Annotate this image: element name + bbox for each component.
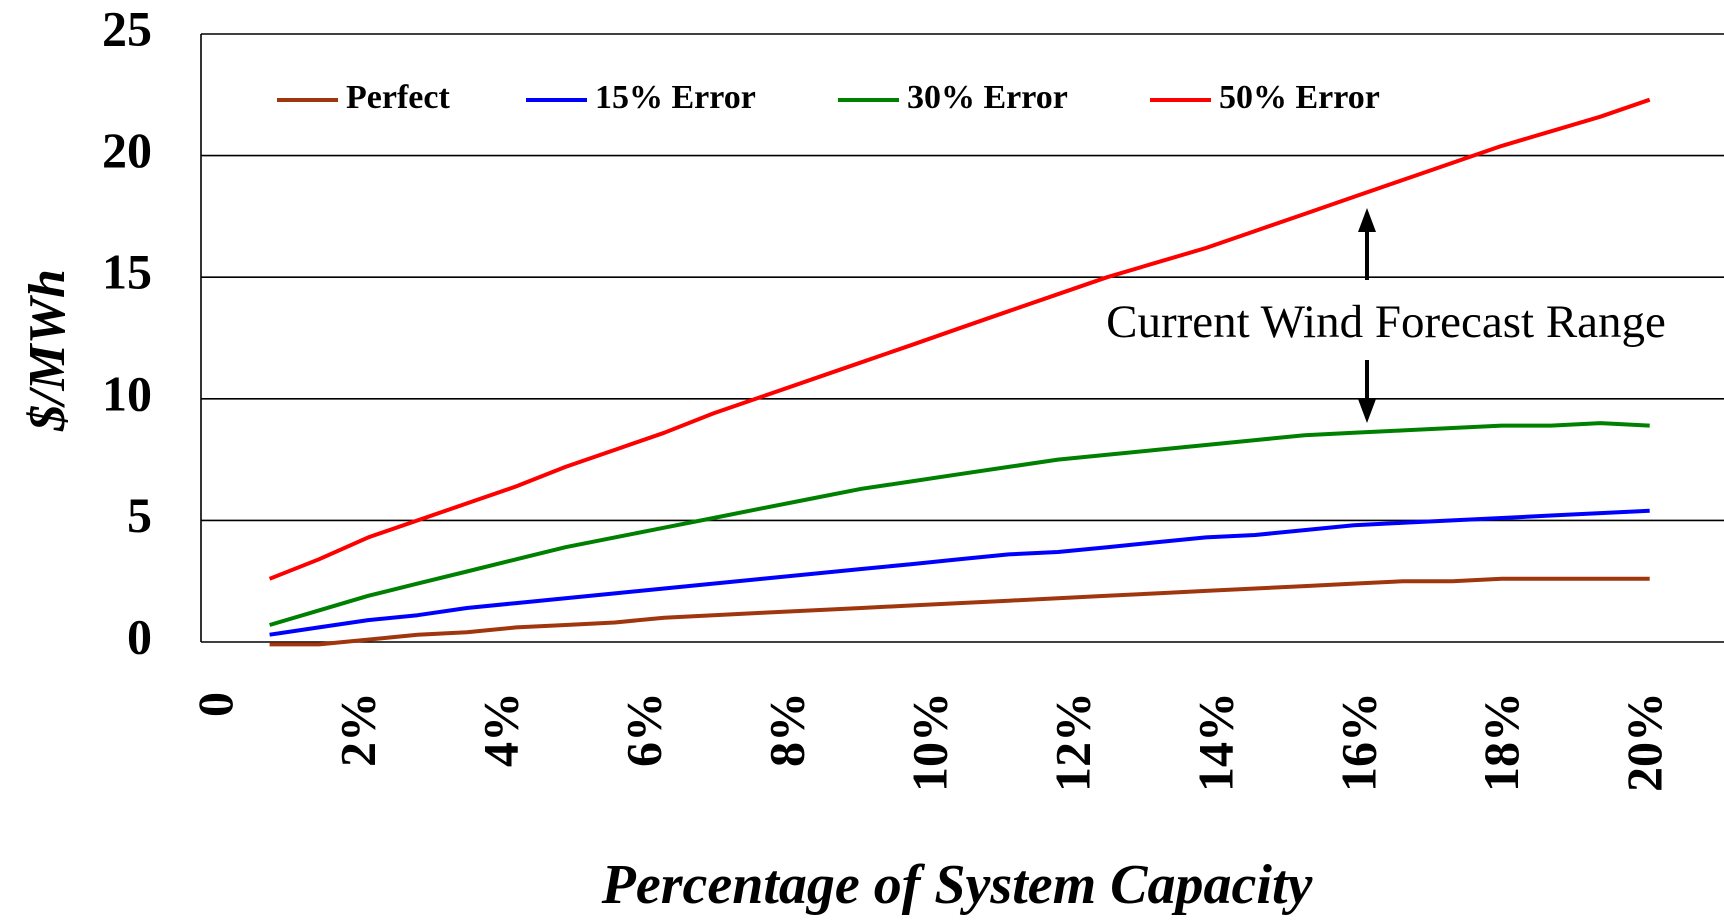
- annotation: Current Wind Forecast Range: [1106, 296, 1666, 348]
- x-tick-label: 2%: [330, 692, 386, 767]
- x-tick-label: 16%: [1330, 692, 1386, 792]
- x-tick-label: 12%: [1044, 692, 1100, 792]
- arrow-head: [1358, 399, 1376, 423]
- series-line: [269, 508, 1650, 637]
- x-tick-label: 10%: [901, 692, 957, 792]
- series-line: [269, 421, 1650, 627]
- x-tick-label: 20%: [1616, 692, 1672, 792]
- y-tick-label: 25: [102, 0, 152, 56]
- series-line: [268, 97, 1651, 581]
- x-tick-label: 6%: [616, 692, 672, 767]
- x-tick-label: 14%: [1187, 692, 1243, 792]
- y-tick-label: 10: [102, 365, 152, 421]
- legend-label: 30% Error: [907, 79, 1068, 116]
- y-tick-label: 15: [102, 244, 152, 300]
- x-axis-title: Percentage of System Capacity: [601, 854, 1314, 916]
- y-axis-title: $/MWh: [19, 269, 76, 432]
- legend-label: Perfect: [346, 79, 450, 116]
- x-tick-label: 18%: [1473, 692, 1529, 792]
- x-tick-label: 0: [187, 692, 243, 717]
- x-tick-label: 4%: [473, 692, 529, 767]
- y-tick-label: 5: [127, 487, 152, 543]
- legend-label: 15% Error: [595, 79, 756, 116]
- arrow-head: [1358, 208, 1376, 232]
- legend-label: 50% Error: [1219, 79, 1380, 116]
- annotation-arrows: [1358, 208, 1376, 423]
- series-line: [269, 576, 1650, 647]
- y-tick-label: 0: [127, 608, 152, 664]
- y-tick-label: 20: [102, 122, 152, 178]
- x-tick-label: 8%: [759, 692, 815, 767]
